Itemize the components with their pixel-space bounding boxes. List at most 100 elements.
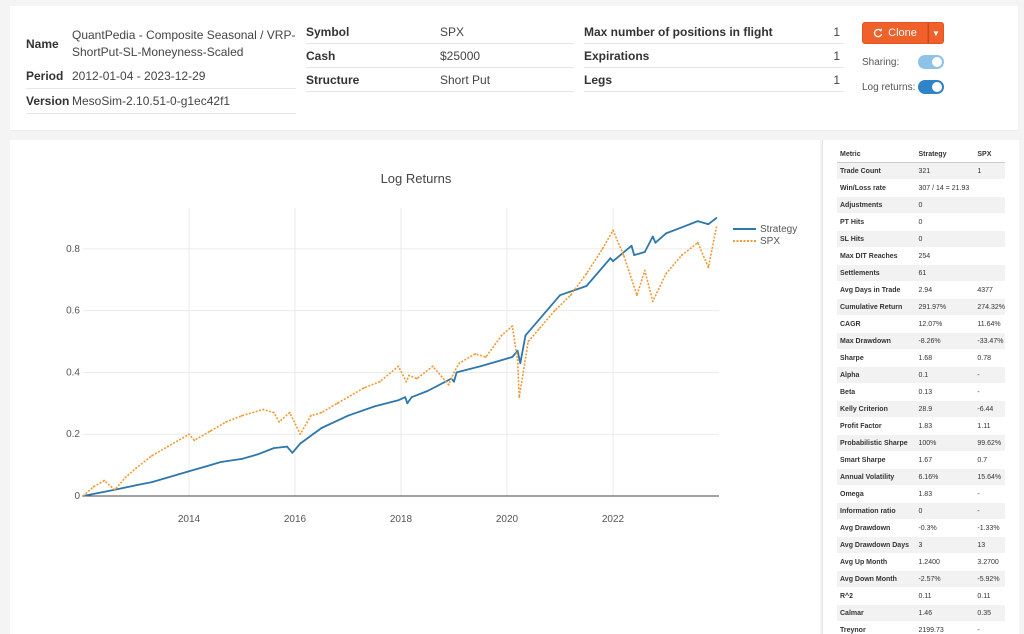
log-returns-chart-panel: Log Returns 2014 2016 2018 2020 2022 0 0.2 0.4 0.… [10,140,820,634]
spx-value: 0.7 [974,451,1005,469]
data-point-spx [288,411,291,414]
data-point-strategy [219,461,222,463]
data-point-spx [612,229,614,232]
spx-value [974,264,1005,282]
strategy-value: 307 / 14 = 21.93 [915,179,975,197]
cash-label: Cash [306,43,440,68]
metrics-row: Annual Volatility 6.16% 15.64% [837,468,1005,486]
data-point-strategy [286,445,288,448]
metric-name: Avg Days in Trade [837,281,916,299]
data-point-spx [103,479,106,482]
metric-name: Avg Drawdown Days [837,536,916,554]
metrics-row: Adjustments 0 [837,196,1005,214]
clone-dropdown-button[interactable]: ▼ [928,22,944,44]
data-point-strategy [537,319,540,321]
data-point-spx [518,396,521,399]
sharing-toggle[interactable] [918,55,944,69]
clone-button-group: Clone ▼ [862,22,944,44]
data-point-strategy [410,396,413,399]
instrument-table: Symbol SPX Cash $25000 Structure Short P… [306,20,574,92]
spx-header: SPX [974,146,1005,163]
data-point-strategy [291,451,294,454]
clone-button[interactable]: Clone [862,22,928,44]
data-point-spx [272,411,275,414]
max-positions-value: 1 [830,20,844,44]
spx-value: - [974,485,1005,503]
data-point-spx [416,377,418,380]
strategy-value: 2.94 [915,281,975,299]
metrics-row: Omega 1.83- [837,485,1005,503]
data-point-strategy [559,294,561,297]
data-point-spx [635,294,638,297]
clone-label: Clone [888,27,917,39]
metric-name: PT Hits [837,213,916,231]
metric-name: SL Hits [837,230,916,248]
data-point-strategy [643,251,646,253]
data-point-strategy [397,399,400,402]
data-point-spx [262,408,265,411]
data-point-strategy [320,427,323,429]
data-point-strategy [665,232,667,235]
strategy-value: 291.97% [915,298,975,316]
metrics-row: Avg Up Month 1.2400 3.2700 [837,553,1005,571]
data-point-spx [484,356,487,358]
metrics-row: PT Hits 0 [837,213,1005,231]
metric-name: Alpha [837,366,916,384]
data-point-spx [113,488,116,491]
data-point-strategy [500,359,503,361]
structure-value: Short Put [440,67,574,92]
data-point-spx [622,254,625,256]
metrics-row: Avg Days in Trade 2.94 4377 [837,281,1005,299]
spx-value: 13 [974,536,1005,554]
x-tick-label: 2020 [496,514,519,525]
data-point-strategy [166,476,169,479]
legs-label: Legs [584,67,831,92]
metric-name: Probabilistic Sharpe [837,434,916,452]
data-point-spx [500,334,503,337]
data-point-strategy [151,481,153,483]
expirations-value: 1 [830,43,844,68]
spx-value [974,179,1005,197]
metrics-panel: Metric Strategy SPX Trade Count 321 1 Win/L… [822,140,1019,634]
spx-value: 1.11 [974,417,1005,435]
refresh-icon [873,28,883,38]
backtest-info-panel: Name QuantPedia - Composite Seasonal / V… [10,6,1018,131]
spx-value: 0.11 [974,587,1005,605]
strategy-value: 0 [915,502,975,520]
metrics-row: Avg Drawdown -0.3% -1.33% [837,519,1005,537]
metrics-header-row: Metric Strategy SPX [837,146,1005,163]
data-point-spx [569,294,572,297]
strategy-value: 28.9 [915,400,975,418]
metrics-row: SL Hits 0 [837,230,1005,248]
spx-value [974,247,1005,265]
metric-name: Settlements [837,264,916,282]
data-point-spx [405,380,408,383]
data-point-spx [527,340,530,343]
metric-name: Beta [837,383,916,401]
data-point-spx [643,269,646,272]
log-returns-chart[interactable]: Log Returns 2014 2016 2018 2020 2022 0 0.2 0.4 0.… [10,140,820,634]
spx-value: 3.2700 [974,553,1005,571]
data-point-spx [193,439,196,442]
data-point-spx [431,365,434,368]
name-value: QuantPedia - Composite Seasonal / VRP-Sh… [72,28,296,59]
metric-name: Win/Loss rate [837,179,916,197]
data-point-strategy [257,453,259,456]
data-point-spx [209,430,212,433]
metrics-row: R^2 0.11 0.11 [837,587,1005,605]
toggle-knob [932,57,942,67]
strategy-value: 1.68 [915,349,975,367]
legs-value: 1 [830,67,844,92]
data-point-spx [408,374,410,377]
data-point-spx [474,353,477,355]
data-point-strategy [241,458,243,460]
data-point-spx [453,371,455,374]
metric-name: Smart Sharpe [837,451,916,469]
strategy-value: 0 [915,213,975,231]
log-returns-toggle[interactable] [918,80,944,94]
position-settings-table: Max number of positions in flight 1 Expi… [584,20,844,92]
metric-name: Omega [837,485,916,503]
strategy-value: 1.46 [915,604,975,622]
legend-label-spx: SPX [760,236,780,247]
metric-name: Trade Count [837,162,916,180]
